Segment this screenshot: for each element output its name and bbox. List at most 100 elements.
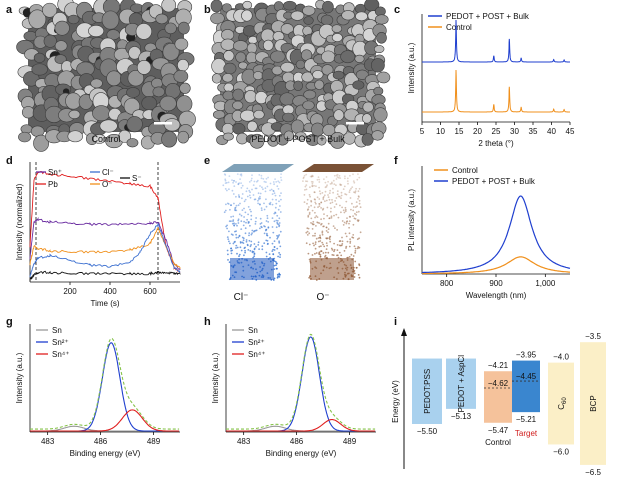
- tomo-point: [224, 179, 227, 182]
- tomo-point: [330, 215, 333, 218]
- sem-grain: [242, 0, 253, 10]
- tomo-point: [251, 188, 253, 191]
- sem-grain: [126, 138, 139, 148]
- tomo-point: [313, 198, 316, 200]
- sem-grain: [177, 21, 190, 35]
- tomo-point: [230, 250, 232, 252]
- tomo-point: [251, 250, 254, 253]
- layer-name-label: PEDOT + AspCl: [457, 355, 466, 413]
- tomo-point: [240, 214, 243, 217]
- tomo-point: [332, 225, 335, 227]
- tomo-point: [343, 185, 346, 188]
- tomo-point: [278, 222, 281, 224]
- tomo-point: [344, 232, 347, 235]
- sem-grain: [67, 14, 80, 25]
- sem-grain: [333, 109, 345, 121]
- x-tick-label: 5: [420, 127, 425, 136]
- tomo-point: [265, 220, 268, 222]
- tomo-point: [230, 247, 232, 250]
- tomo-point: [233, 222, 235, 225]
- tomo-point: [316, 196, 319, 199]
- tomo-point: [326, 206, 329, 209]
- chart-xps-target: 483 486 489 Binding energy (eV) Intensity (a…: [211, 324, 376, 458]
- tomo-point: [340, 184, 343, 186]
- tomo-point: [338, 251, 341, 254]
- tomo-point: [239, 202, 241, 205]
- energy-bottom-label: −6.0: [553, 447, 569, 456]
- tomo-point: [266, 232, 268, 235]
- tomo-point: [275, 219, 278, 222]
- tomo-point: [335, 203, 338, 206]
- tomo-point: [308, 211, 311, 214]
- xrd-series-line: [422, 69, 570, 113]
- tomo-point: [242, 224, 245, 227]
- tomo-point: [320, 245, 322, 248]
- tomo-point: [249, 196, 252, 199]
- tomo-point: [348, 226, 350, 229]
- tomo-point: [308, 276, 311, 279]
- tomo-point: [253, 198, 256, 201]
- tomo-point: [266, 217, 269, 220]
- tomo-point: [328, 192, 331, 194]
- tomo-point: [224, 182, 227, 184]
- tomo-point: [342, 188, 345, 190]
- tomo-point: [279, 256, 281, 258]
- tomo-point: [238, 182, 241, 184]
- tomo-point: [333, 248, 336, 251]
- chart-xrd: 5 10 15 20 25 30 35 40 45 2 theta (°) Intensity (a…: [407, 12, 575, 148]
- tomo-point: [316, 216, 319, 218]
- tomo-point: [274, 178, 276, 180]
- tomo-point: [303, 201, 306, 203]
- tomo-point: [356, 238, 359, 241]
- tomo-point: [338, 174, 341, 177]
- tomo-point: [352, 206, 355, 208]
- tomo-point: [313, 191, 316, 194]
- tomo-point: [344, 210, 347, 213]
- x-tick-label: 483: [41, 437, 55, 446]
- tomo-point: [249, 245, 252, 248]
- sem-grain: [279, 92, 295, 106]
- tomo-top-slab: [302, 164, 374, 172]
- tomo-point: [351, 202, 353, 205]
- tomo-point: [353, 191, 355, 193]
- tomo-point: [319, 240, 322, 242]
- tomo-point: [318, 178, 321, 181]
- tomo-point: [315, 202, 317, 205]
- tomo-point: [325, 176, 328, 178]
- sem-grain: [223, 82, 234, 93]
- sem-grain: [283, 130, 295, 142]
- tomo-point: [265, 198, 267, 201]
- tomo-point: [226, 249, 229, 252]
- x-tick-label: 486: [290, 437, 304, 446]
- tomo-point: [307, 216, 310, 218]
- x-tick-label: 489: [343, 437, 357, 446]
- panel-label-e: e: [204, 155, 211, 167]
- x-tick-label: 483: [237, 437, 251, 446]
- tomo-point: [358, 196, 360, 198]
- sem-grain: [126, 87, 140, 98]
- tomo-point: [353, 272, 356, 275]
- tomo-point: [238, 255, 240, 258]
- tomo-point: [305, 231, 308, 234]
- tomo-point: [341, 236, 343, 239]
- tomo-point: [274, 212, 277, 214]
- tomo-point: [253, 255, 256, 258]
- tomo-point: [359, 206, 362, 209]
- sem-grain: [341, 10, 355, 21]
- tomo-point: [250, 177, 253, 180]
- tomo-point: [305, 242, 308, 245]
- tomo-point: [248, 234, 250, 237]
- tomo-point: [254, 187, 257, 190]
- tomo-point: [342, 224, 345, 226]
- sem-grain: [314, 79, 325, 90]
- tomo-point: [356, 247, 359, 250]
- tomo-point: [278, 240, 280, 243]
- tomo-point: [265, 181, 267, 183]
- x-tick-label: 40: [547, 127, 556, 136]
- tomo-point: [246, 195, 249, 198]
- tomo-point: [276, 234, 278, 237]
- tomo-point: [311, 185, 314, 187]
- tomo-point: [247, 249, 250, 251]
- tomo-point: [331, 249, 334, 251]
- legend-label: PEDOT + POST + Bulk: [452, 177, 536, 186]
